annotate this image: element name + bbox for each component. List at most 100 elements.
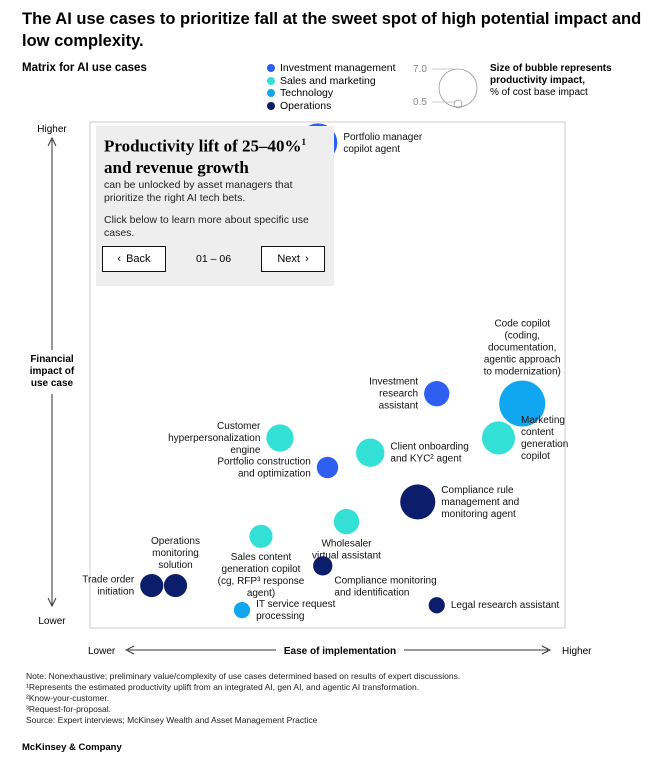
bubble-10[interactable] xyxy=(163,573,188,598)
bubble-label-7: Compliance rule management and monitoring … xyxy=(441,485,519,520)
plot-frame xyxy=(89,121,566,629)
y-label-background xyxy=(24,350,80,394)
bubble-label-1: Code copilot (coding, documentation, agenti… xyxy=(484,319,561,378)
legend-dot-icon xyxy=(267,101,275,110)
footnote-note: Note: Nonexhaustive; preliminary value/c… xyxy=(26,671,461,681)
bubble-label-13: IT service request processing xyxy=(256,599,336,622)
bubble-label-line: and KYC² agent xyxy=(390,454,461,465)
bubble-5[interactable] xyxy=(356,438,385,467)
bubble-3[interactable] xyxy=(481,421,516,455)
size-legend-text: Size of bubble represents productivity i… xyxy=(490,63,650,99)
y-arrow-up-icon xyxy=(47,136,57,147)
size-legend-max: 7.0 xyxy=(413,64,427,75)
bubble-9[interactable] xyxy=(249,524,273,548)
bubble-label-line: Sales content xyxy=(231,552,292,563)
bubble-label-line: processing xyxy=(256,611,304,622)
bubble-7[interactable] xyxy=(400,484,436,520)
info-panel: Productivity lift of 25–40%1 and revenue … xyxy=(96,126,334,286)
legend-dot-icon xyxy=(267,76,275,85)
bubble-label-5: Client onboarding and KYC² agent xyxy=(390,442,468,465)
bubble-label-line: generation copilot xyxy=(222,564,301,575)
info-headline-main: Productivity lift of 25–40% xyxy=(104,136,302,156)
bubble-label-3: Marketing content generation copilot xyxy=(521,415,568,462)
chart-subtitle: Matrix for AI use cases xyxy=(22,62,147,74)
size-legend-unit: % of cost base impact xyxy=(490,87,588,98)
bubble-label-line: engine xyxy=(230,445,260,456)
back-button[interactable]: ‹ Back xyxy=(102,246,166,272)
bubble-label-2: Investment research assistant xyxy=(369,377,418,412)
bubble-label-line: Portfolio manager xyxy=(343,132,423,143)
brand-logo-text: McKinsey & Company xyxy=(22,742,122,753)
bubble-label-line: generation xyxy=(521,439,568,450)
bubble-13[interactable] xyxy=(233,602,251,619)
bubble-12[interactable] xyxy=(313,556,333,576)
bubble-label-line: Customer xyxy=(217,421,261,432)
next-button-label: Next xyxy=(277,253,300,265)
bubble-label-line: Compliance rule xyxy=(441,485,514,496)
x-label-background xyxy=(276,642,404,658)
bubble-label-0: Portfolio manager copilot agent xyxy=(343,132,423,155)
chevron-left-icon: ‹ xyxy=(117,253,122,265)
bubble-label-line: (cg, RFP³ response xyxy=(218,576,305,587)
y-axis-title: Financial impact of use case xyxy=(30,354,75,389)
bubble-label-line: (coding, xyxy=(504,331,540,342)
bubble-label-line: copilot xyxy=(521,451,550,462)
chevron-right-icon: › xyxy=(304,253,309,265)
bubble-label-line: Operations xyxy=(151,536,200,547)
legend-item-investment: Investment management xyxy=(267,62,396,75)
bubble-label-line: Wholesaler xyxy=(321,538,372,549)
bubble-label-line: Marketing xyxy=(521,415,565,426)
bubble-11[interactable] xyxy=(140,573,164,598)
bubble-label-line: copilot agent xyxy=(343,144,400,155)
bubble-label-line: content xyxy=(521,427,554,438)
legend-item-operations: Operations xyxy=(267,100,396,113)
footnote-2: ²Know-your-customer. xyxy=(26,693,110,703)
size-legend: 7.0 0.5 xyxy=(413,64,478,109)
size-legend-circle-min xyxy=(453,99,463,109)
bubble-8[interactable] xyxy=(333,508,360,535)
size-legend-title: Size of bubble represents productivity i… xyxy=(490,63,612,86)
bubble-label-line: agentic approach xyxy=(484,355,561,366)
back-button-label: Back xyxy=(126,253,151,265)
info-instruction: Click below to learn more about specific… xyxy=(104,214,309,239)
legend-label: Operations xyxy=(280,99,332,112)
bubble-label-line: assistant xyxy=(379,401,419,412)
footnote-1: ¹Represents the estimated productivity u… xyxy=(26,682,420,692)
bubble-label-line: IT service request xyxy=(256,599,336,610)
bubble-2[interactable] xyxy=(424,381,450,407)
bubble-label-line: hyperpersonalization xyxy=(168,433,260,444)
x-high-label: Higher xyxy=(562,646,592,657)
bubble-6[interactable] xyxy=(316,456,339,479)
bubble-label-line: to modernization) xyxy=(484,367,561,378)
x-low-label: Lower xyxy=(88,646,116,657)
size-legend-circle-max xyxy=(438,68,478,108)
bubble-label-12: Compliance monitoring and identification xyxy=(334,576,436,599)
info-body: can be unlocked by asset managers that p… xyxy=(104,179,293,204)
bubble-4[interactable] xyxy=(266,424,294,452)
bubble-label-line: Compliance monitoring xyxy=(334,576,436,587)
bubble-label-line: virtual assistant xyxy=(312,550,381,561)
bubble-label-line: monitoring xyxy=(152,548,199,559)
bubble-label-9: Sales content generation copilot (cg, RFP³… xyxy=(218,552,305,599)
bubble-14[interactable] xyxy=(428,597,445,614)
legend-item-technology: Technology xyxy=(267,87,396,100)
footnote-3: ³Request-for-proposal. xyxy=(26,704,112,714)
y-low-label: Lower xyxy=(38,616,66,627)
info-headline-footnote: 1 xyxy=(301,137,307,147)
bubble-label-line: Trade order xyxy=(82,575,135,586)
legend-label: Technology xyxy=(280,87,334,99)
bubble-label-10: Operations monitoring solution xyxy=(151,536,200,571)
footnotes: Note: Nonexhaustive; preliminary value/c… xyxy=(26,671,626,726)
x-arrow-left-icon xyxy=(124,645,135,655)
bubble-label-line: Investment xyxy=(369,377,418,388)
y-axis-title-line: impact of xyxy=(30,366,75,377)
next-button[interactable]: Next › xyxy=(261,246,325,272)
y-axis: Higher Lower Financial impact of use case xyxy=(24,124,80,627)
bubble-1[interactable] xyxy=(499,380,546,427)
bubble-label-line: Portfolio construction xyxy=(217,456,310,467)
bubble-label-line: management and xyxy=(441,497,519,508)
page-title: The AI use cases to prioritize fall at t… xyxy=(22,10,642,50)
bubble-label-11: Trade order initiation xyxy=(82,575,135,598)
bubble-label-4: Customer hyperpersonalization engine xyxy=(168,421,261,456)
bubble-label-line: Code copilot xyxy=(494,319,550,330)
